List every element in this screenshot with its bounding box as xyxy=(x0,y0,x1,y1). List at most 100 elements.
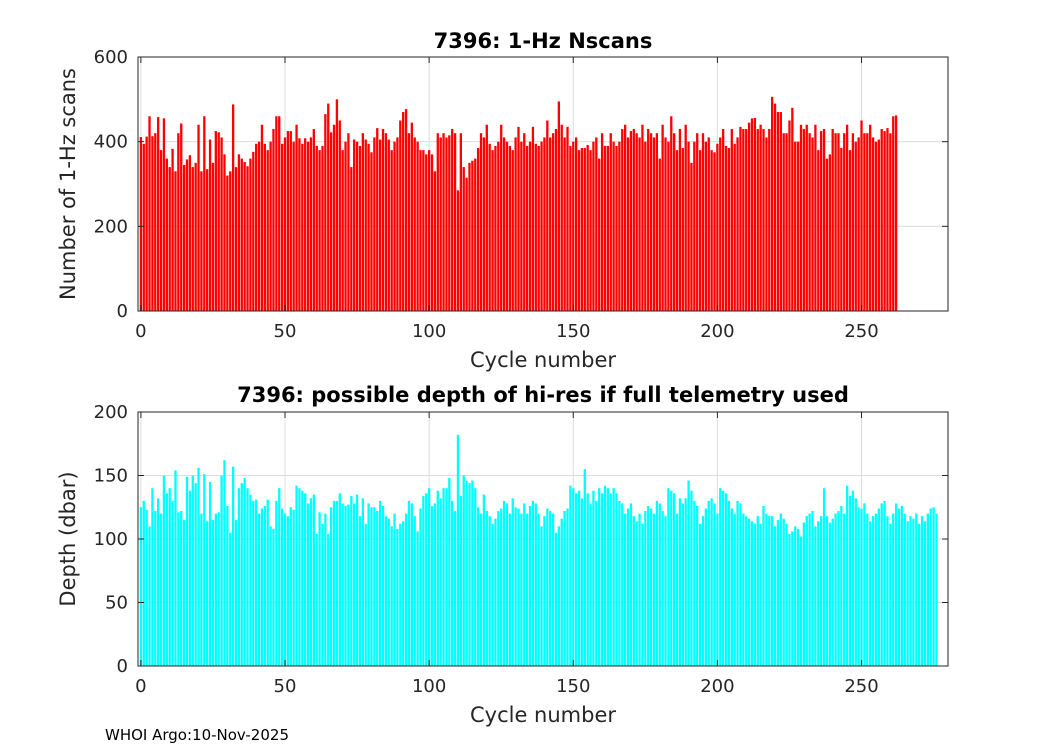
nscans-y-tick-label: 200 xyxy=(94,216,128,237)
nscans-bar xyxy=(860,120,863,311)
depth-bar xyxy=(226,505,229,666)
nscans-bar xyxy=(525,145,529,311)
depth-bar xyxy=(350,495,353,666)
nscans-bar xyxy=(332,124,336,311)
depth-x-tick-label: 0 xyxy=(135,676,146,697)
depth-bar xyxy=(566,508,569,666)
nscans-bar xyxy=(260,124,264,311)
depth-bar xyxy=(537,513,540,666)
depth-bar xyxy=(664,516,667,666)
depth-bar xyxy=(399,523,402,666)
nscans-bar xyxy=(249,158,252,311)
depth-bar xyxy=(269,526,272,666)
depth-bar xyxy=(837,511,840,666)
depth-bar xyxy=(612,488,615,666)
depth-bar xyxy=(373,507,376,666)
nscans-x-tick-label: 50 xyxy=(274,321,297,342)
nscans-bar xyxy=(652,137,656,311)
nscans-bar xyxy=(710,150,713,311)
depth-bar xyxy=(791,531,794,666)
depth-bar xyxy=(280,508,284,666)
nscans-bar xyxy=(531,126,535,311)
depth-bar xyxy=(344,505,347,666)
nscans-bar xyxy=(871,137,875,311)
nscans-bar xyxy=(822,128,826,311)
depth-bar xyxy=(670,490,673,666)
depth-bar xyxy=(318,512,321,666)
depth-bar xyxy=(243,478,246,666)
nscans-bar xyxy=(217,132,220,311)
nscans-bar xyxy=(644,141,647,311)
depth-bar xyxy=(733,513,736,666)
nscans-bar xyxy=(825,158,829,311)
depth-bar xyxy=(673,493,676,666)
nscans-bar xyxy=(523,133,526,311)
depth-bar xyxy=(926,513,929,666)
depth-bar xyxy=(817,521,820,666)
nscans-bar xyxy=(246,166,249,311)
depth-chart: 0 50 100 150 200 250 0 50 100 150 200 7396: possib… xyxy=(56,383,949,727)
depth-bar xyxy=(332,500,336,666)
nscans-bar xyxy=(840,148,843,311)
nscans-bar xyxy=(255,143,258,311)
depth-bar xyxy=(635,521,638,666)
depth-bar xyxy=(742,513,745,666)
nscans-bar xyxy=(886,128,889,311)
depth-bar xyxy=(569,485,572,666)
depth-bar xyxy=(168,488,171,666)
nscans-bar xyxy=(618,141,621,311)
depth-bar xyxy=(324,513,327,666)
nscans-bar xyxy=(549,137,552,311)
depth-bar xyxy=(309,498,313,666)
depth-bar xyxy=(560,518,563,666)
depth-bar xyxy=(624,513,627,666)
nscans-bar xyxy=(413,137,416,311)
depth-bar xyxy=(897,508,901,666)
depth-y-axis-label: Depth (dbar) xyxy=(56,471,80,606)
nscans-bar xyxy=(589,150,592,311)
depth-bar xyxy=(534,503,537,666)
nscans-bar xyxy=(335,99,339,311)
depth-bar xyxy=(476,507,480,666)
depth-bar xyxy=(848,495,852,666)
nscans-bar xyxy=(145,136,148,311)
nscans-bar xyxy=(799,124,803,311)
depth-bar xyxy=(698,523,702,666)
nscans-bar xyxy=(569,145,572,311)
nscans-bar xyxy=(180,123,183,312)
depth-bar xyxy=(655,500,659,666)
nscans-bar xyxy=(739,126,742,311)
nscans-x-tick-label: 200 xyxy=(700,321,734,342)
depth-bar xyxy=(592,490,595,666)
nscans-bar xyxy=(465,177,468,311)
nscans-bar xyxy=(344,141,347,311)
depth-bar xyxy=(422,495,425,666)
nscans-bar xyxy=(231,104,235,311)
nscans-bar xyxy=(546,120,549,311)
depth-bar xyxy=(903,513,906,666)
depth-bar xyxy=(782,518,785,666)
nscans-bar xyxy=(704,141,708,311)
depth-bar xyxy=(788,533,791,666)
nscans-bar xyxy=(223,154,226,311)
nscans-x-tick-label: 250 xyxy=(844,321,878,342)
nscans-bar xyxy=(387,139,390,311)
depth-bar xyxy=(485,511,488,666)
depth-bar xyxy=(713,503,716,666)
depth-bar xyxy=(468,483,471,666)
depth-bar xyxy=(465,480,468,666)
nscans-bar xyxy=(419,150,422,311)
nscans-bar xyxy=(350,167,353,311)
depth-bar xyxy=(811,511,814,666)
nscans-bar xyxy=(831,128,834,311)
depth-bar xyxy=(502,500,506,666)
depth-bar xyxy=(451,500,454,666)
nscans-bar xyxy=(500,124,503,311)
depth-bar xyxy=(206,521,209,666)
nscans-bar xyxy=(598,158,601,311)
nscans-bar xyxy=(742,128,745,311)
depth-bar xyxy=(756,516,759,666)
depth-bar xyxy=(753,523,757,666)
nscans-bar xyxy=(451,128,454,311)
depth-bar xyxy=(701,516,705,666)
